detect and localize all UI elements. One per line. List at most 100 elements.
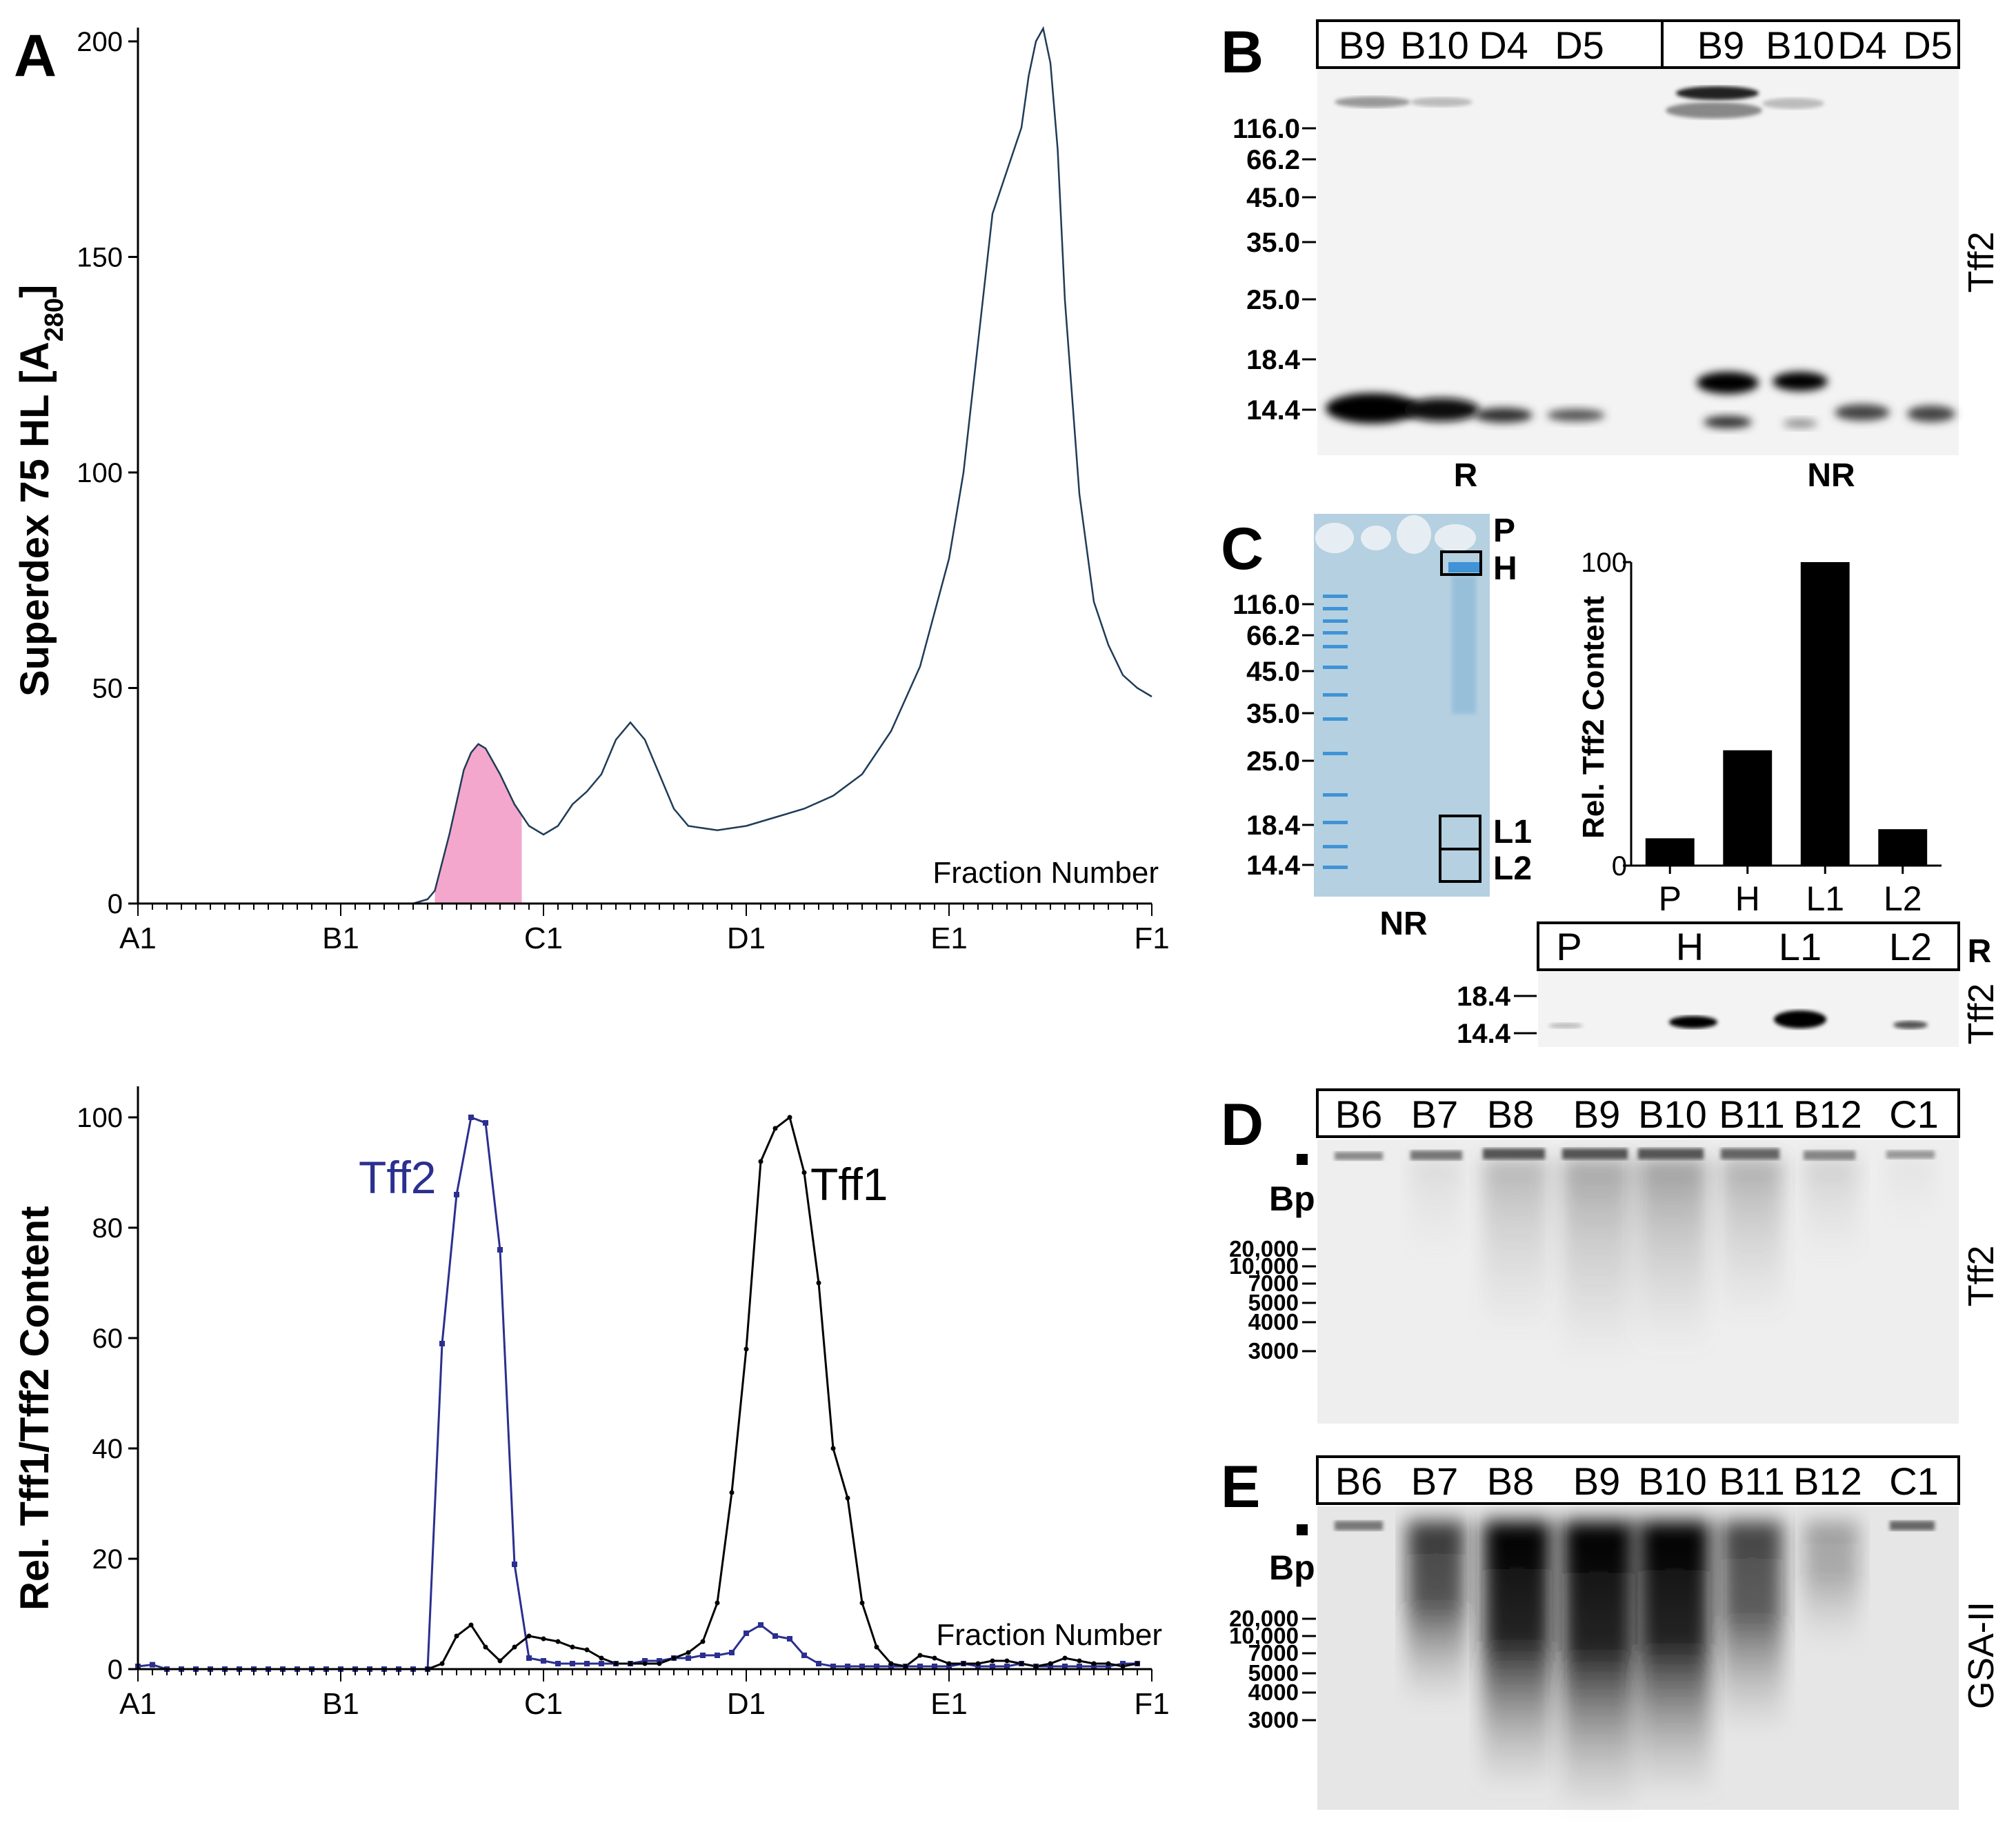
tff2-point <box>874 1664 879 1669</box>
small-blot-membrane <box>1538 971 1959 1047</box>
marker-label: 45.0 <box>1246 657 1300 687</box>
tff1-point <box>1033 1664 1039 1669</box>
minor-ticks <box>137 1669 1152 1682</box>
region-label: P <box>1493 512 1515 549</box>
region-label: L1 <box>1493 814 1532 850</box>
tff1-point <box>801 1170 807 1175</box>
tff1-point <box>526 1633 532 1639</box>
lane-label: P <box>1556 925 1581 968</box>
band <box>1704 416 1752 428</box>
size-unit-label: Bp <box>1269 1548 1315 1587</box>
panel-b-western-blot: B B9 B10 D4 D5 B9 B10 D4 D5 <box>1221 19 2002 494</box>
legend-label-tff2: Tff2 <box>359 1152 437 1203</box>
y-axis-label: Superdex 75 HL [A280] <box>12 285 69 697</box>
lane-label: B12 <box>1793 1459 1862 1503</box>
panel-label-d: D <box>1221 1092 1264 1158</box>
y-tick-label: 0 <box>1612 851 1627 881</box>
lane-label: L2 <box>1889 925 1932 968</box>
x-tick-label: F1 <box>1134 921 1169 955</box>
lane-smears <box>1335 1148 1935 1366</box>
tff1-point <box>975 1661 981 1666</box>
lane-label: B9 <box>1339 23 1386 67</box>
y-tick-label: 200 <box>77 27 123 57</box>
tff1-point <box>1019 1661 1024 1666</box>
blot-bands <box>1326 86 1955 428</box>
marker-label: 10,000 <box>1229 1253 1299 1279</box>
tff2-content-bar-chart: 0 100 P H L1 L2 Rel. Tff2 Content <box>1577 548 1942 918</box>
marker-label: 3000 <box>1248 1338 1299 1364</box>
tff1-point <box>961 1661 966 1666</box>
tff2-point <box>772 1633 778 1639</box>
tff1-point <box>758 1159 764 1164</box>
lane-label: B8 <box>1487 1093 1535 1136</box>
tff2-point <box>830 1664 836 1669</box>
marker-ticks <box>1302 603 1314 866</box>
bars <box>1645 562 1928 866</box>
x-tick-label: L1 <box>1806 879 1844 918</box>
lane-label: H <box>1676 925 1704 968</box>
tff2-point <box>975 1664 981 1669</box>
tff2-point <box>743 1630 749 1636</box>
tff2-point <box>946 1664 952 1669</box>
gel-well <box>1315 523 1354 553</box>
x-tick-label: C1 <box>524 921 563 955</box>
size-unit-label: Bp <box>1269 1179 1315 1218</box>
y-tick-labels: 0 20 40 60 80 100 <box>77 1103 138 1685</box>
tff1-point <box>686 1650 691 1655</box>
tff2-point <box>816 1661 821 1666</box>
lane-label: D4 <box>1837 23 1887 67</box>
tff1-point <box>816 1280 821 1286</box>
tff2-point <box>454 1192 459 1197</box>
lane-smears <box>1335 1521 1935 1804</box>
x-tick-label: E1 <box>930 1687 968 1721</box>
tff1-point <box>1106 1661 1111 1666</box>
absorbance-curve <box>138 26 1152 905</box>
bar-l1 <box>1800 562 1850 866</box>
tff1-point <box>497 1658 503 1664</box>
tff2-point <box>657 1658 662 1664</box>
tff2-point <box>1062 1664 1068 1669</box>
lane-label: B10 <box>1400 23 1469 67</box>
tff1-point <box>729 1490 735 1495</box>
x-tick-labels: A1 B1 C1 D1 E1 F1 <box>119 1687 1170 1721</box>
tff2-point <box>715 1653 720 1658</box>
x-tick-labels: A1 B1 C1 D1 E1 F1 <box>119 921 1170 955</box>
marker-label: 4000 <box>1248 1309 1299 1335</box>
band <box>1697 372 1759 394</box>
panel-label-e: E <box>1221 1454 1260 1520</box>
y-tick-label: 0 <box>108 1655 123 1685</box>
tff2-point <box>1120 1661 1126 1666</box>
tff1-point <box>1120 1664 1126 1669</box>
data-points <box>135 1115 1140 1672</box>
tff1-point <box>599 1655 604 1661</box>
lane-label: B12 <box>1793 1093 1862 1136</box>
tff1-point <box>1004 1658 1010 1664</box>
x-tick-label: H <box>1735 879 1760 918</box>
tff1-point <box>1091 1661 1097 1666</box>
y-tick-label: 40 <box>92 1434 123 1464</box>
x-tick-labels: P H L1 L2 <box>1659 866 1922 918</box>
tff1-point <box>874 1644 879 1650</box>
blot-marker-ticks <box>1514 995 1537 1035</box>
tff1-point <box>1077 1658 1082 1664</box>
marker-label: 14.4 <box>1246 395 1301 426</box>
tff1-point <box>845 1495 850 1501</box>
y-tick-label: 150 <box>77 243 123 273</box>
marker-ticks <box>1302 1248 1316 1353</box>
y-tick-label: 20 <box>92 1544 123 1575</box>
marker-label: 7000 <box>1248 1640 1299 1666</box>
tff1-point <box>772 1126 778 1131</box>
y-tick-label: 100 <box>1581 548 1627 578</box>
tff2-point <box>555 1661 561 1666</box>
blot-lane-header-box <box>1537 921 1960 971</box>
band <box>1404 398 1479 421</box>
dna-size-markers: 20,000 10,000 7000 5000 4000 3000 <box>1229 1236 1299 1364</box>
band <box>1410 97 1473 107</box>
band <box>1835 404 1890 421</box>
x-tick-label: F1 <box>1134 1687 1169 1721</box>
lane-label: B10 <box>1638 1459 1707 1503</box>
blot-condition-label: R <box>1968 933 1992 970</box>
lane-label: C1 <box>1889 1459 1939 1503</box>
lane-labels: B6 B7 B8 B9 B10 B11 B12 C1 <box>1335 1459 1939 1503</box>
tff2-point <box>990 1664 995 1669</box>
